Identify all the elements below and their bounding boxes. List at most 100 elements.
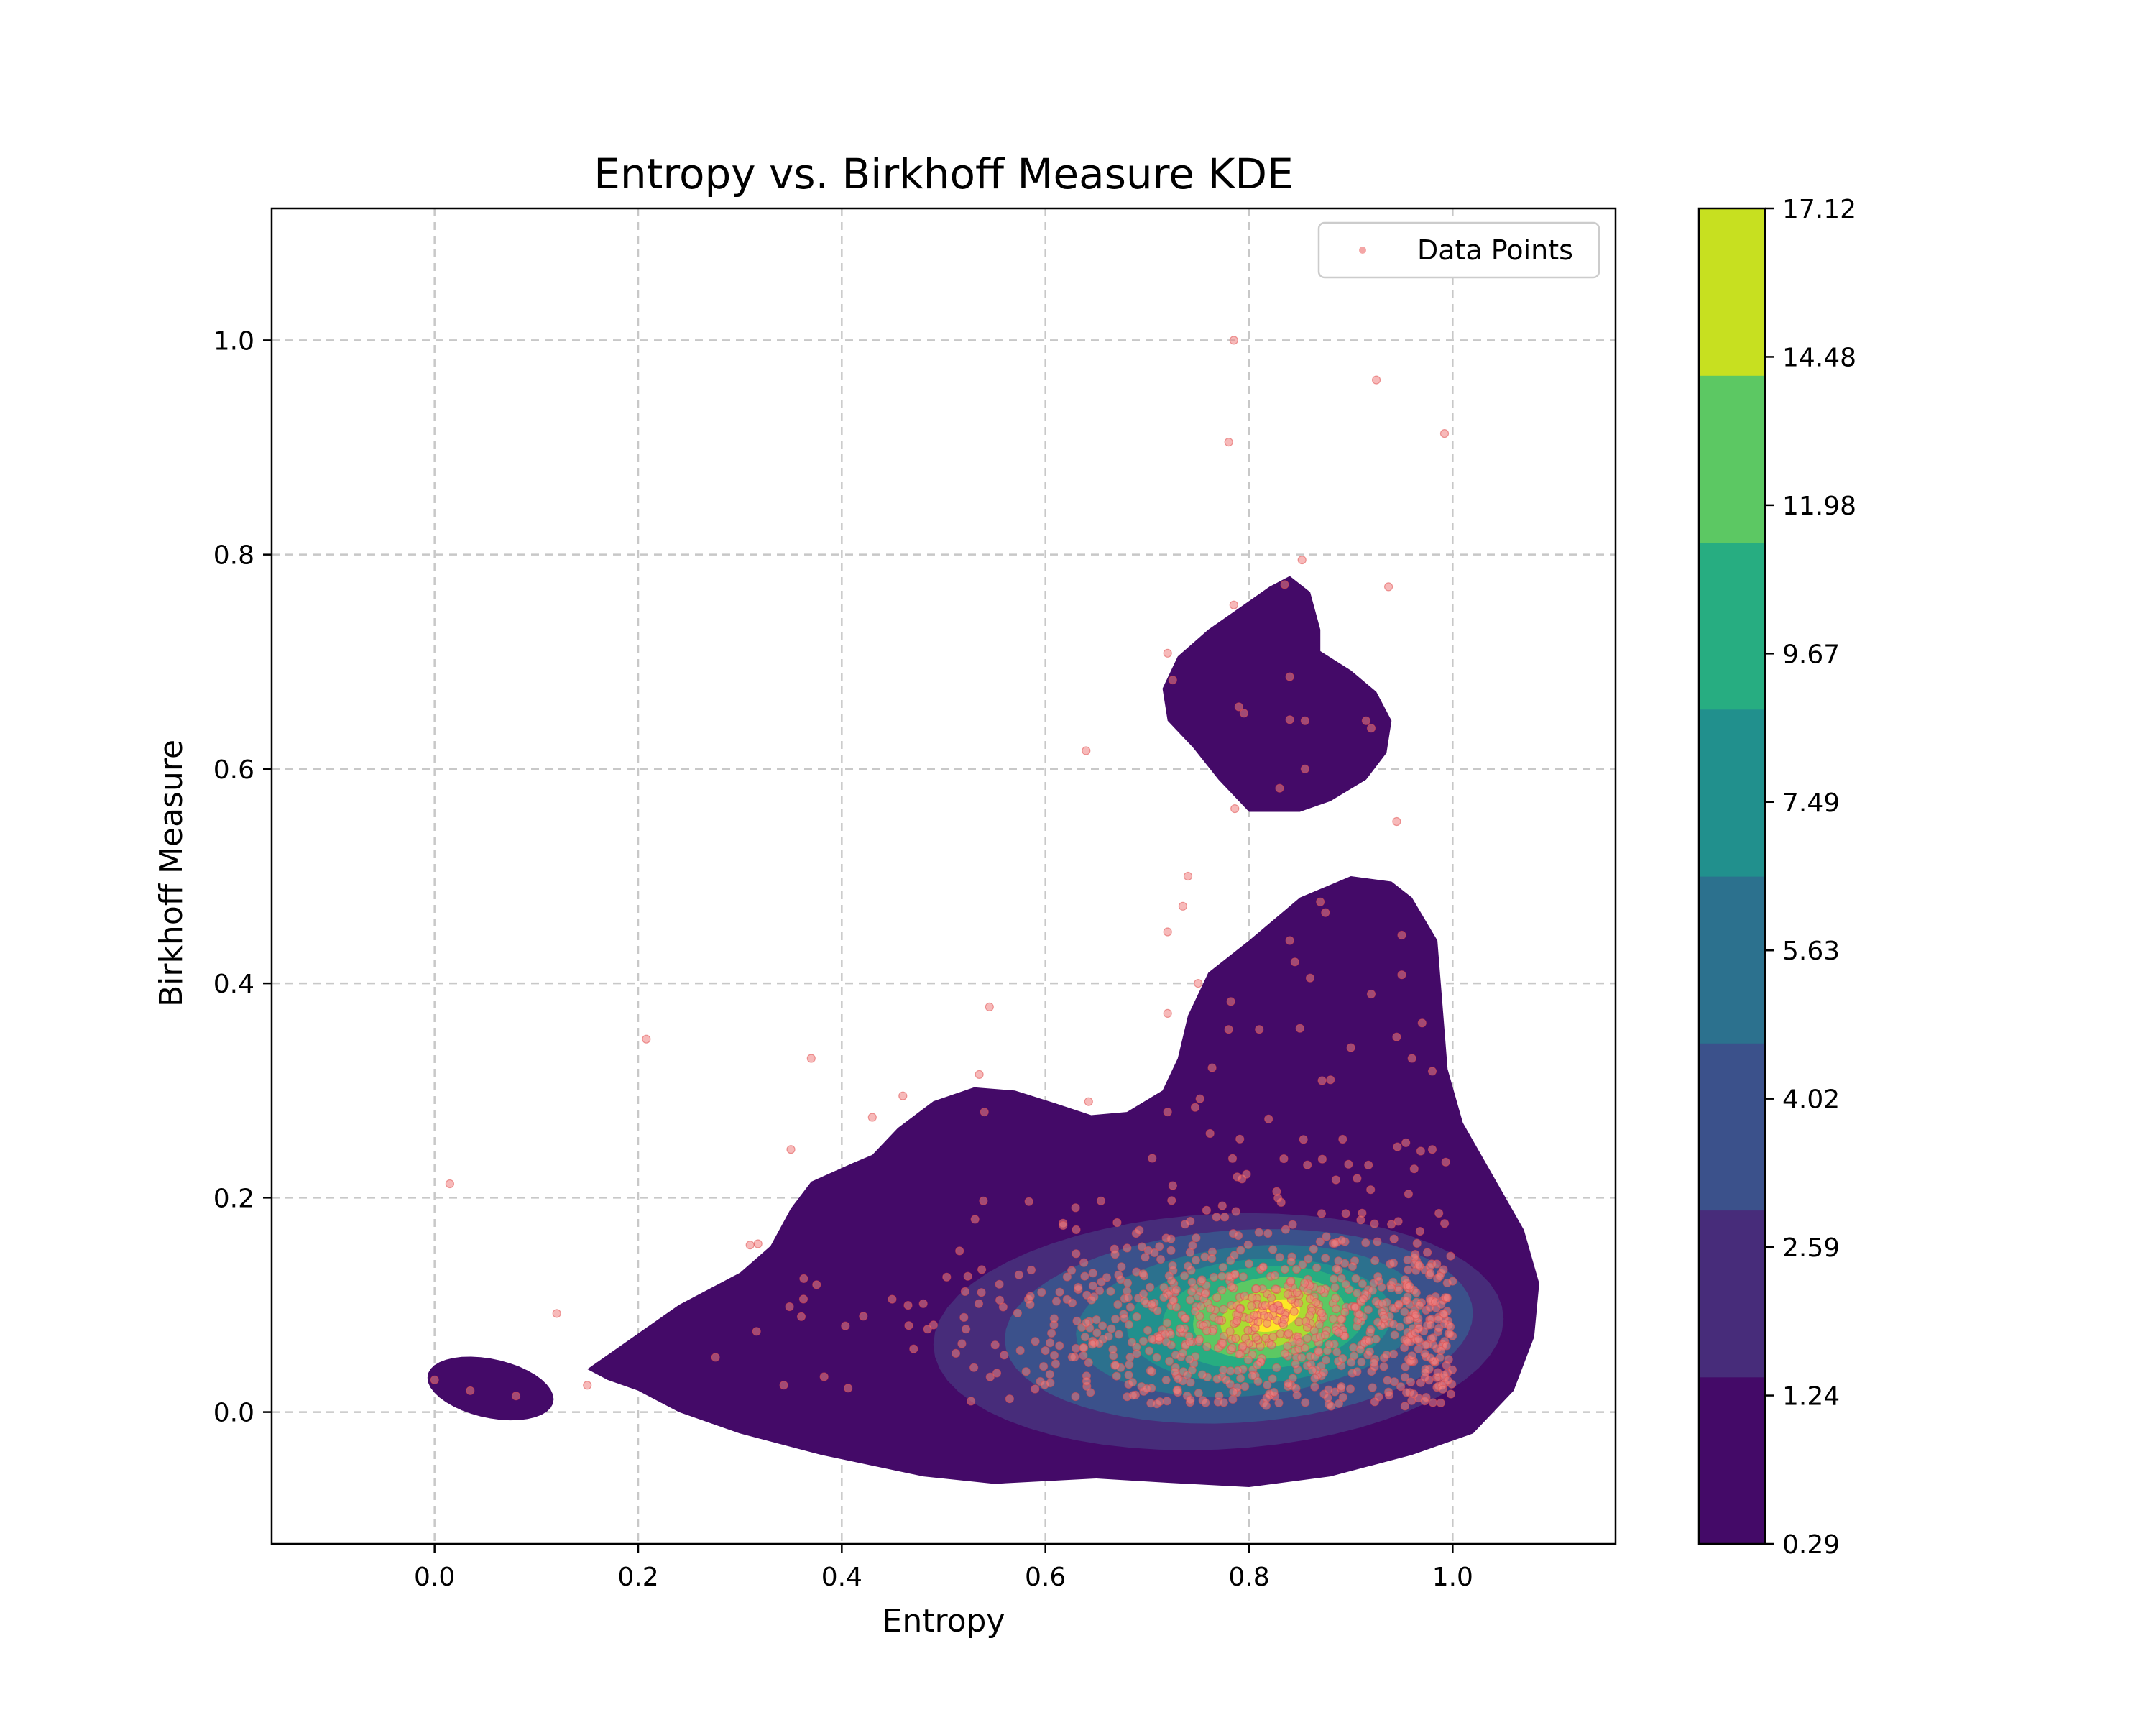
data-point [1412, 1238, 1422, 1248]
data-point [1317, 1076, 1327, 1085]
data-point [1185, 1295, 1195, 1305]
data-point [1215, 1391, 1224, 1401]
data-point [819, 1372, 829, 1381]
data-point [1378, 1299, 1387, 1308]
data-point [1332, 1348, 1342, 1357]
data-point [1269, 1387, 1279, 1397]
data-point [975, 1070, 984, 1080]
data-point [1082, 1318, 1091, 1328]
data-point [1311, 1297, 1321, 1307]
data-point [1072, 1225, 1081, 1235]
colorbar-tick-label: 2.59 [1782, 1233, 1840, 1263]
data-point [1192, 1233, 1201, 1243]
data-point [1420, 1396, 1429, 1406]
data-point [1243, 1325, 1253, 1335]
data-point [1146, 1366, 1155, 1376]
data-point [1447, 1365, 1457, 1374]
chart-title: Entropy vs. Birkhoff Measure KDE [594, 150, 1293, 198]
data-point [1180, 1220, 1190, 1229]
data-point [1155, 1397, 1164, 1407]
data-point [977, 1265, 987, 1274]
data-point [1112, 1218, 1122, 1228]
data-point [1286, 1276, 1296, 1286]
data-point [1107, 1324, 1116, 1333]
data-point [1427, 1145, 1437, 1154]
data-point [1320, 1330, 1330, 1340]
data-point [979, 1196, 988, 1205]
data-point [1224, 1025, 1233, 1034]
data-point [1392, 816, 1401, 827]
y-tick-label: 0.4 [213, 970, 254, 999]
data-point [970, 1215, 980, 1224]
data-point [1045, 1338, 1055, 1348]
data-point [1414, 1260, 1424, 1270]
data-point [1150, 1248, 1159, 1258]
data-point [1123, 1243, 1132, 1253]
data-point [995, 1295, 1005, 1305]
data-point [1205, 1128, 1215, 1138]
data-point [1338, 1353, 1348, 1363]
data-point [1322, 1232, 1331, 1241]
colorbar-segment [1699, 208, 1765, 376]
data-point [1340, 1307, 1350, 1317]
data-point [798, 1294, 808, 1304]
data-point [1441, 1157, 1450, 1167]
data-point [1310, 1374, 1319, 1383]
data-point [1421, 1340, 1430, 1350]
data-point [1268, 1374, 1277, 1384]
data-point [1110, 1315, 1120, 1324]
data-point [1243, 1355, 1253, 1365]
data-point [1300, 764, 1310, 774]
data-point [1299, 1135, 1308, 1144]
data-point [1411, 1328, 1420, 1338]
data-point [1254, 1228, 1263, 1237]
data-point [1024, 1197, 1033, 1206]
data-point [1448, 1276, 1457, 1286]
data-point [1283, 1289, 1293, 1300]
data-point [963, 1271, 972, 1281]
data-point [929, 1320, 939, 1330]
data-point [1190, 1103, 1200, 1112]
data-point [1227, 1154, 1238, 1163]
data-point [903, 1300, 913, 1310]
data-point [959, 1312, 969, 1322]
data-point [1163, 1008, 1172, 1018]
data-point [1434, 1315, 1443, 1324]
data-point [1127, 1338, 1137, 1347]
data-point [1317, 1154, 1327, 1164]
data-point [1178, 901, 1188, 911]
data-point [1345, 1384, 1355, 1394]
data-point [1302, 1333, 1312, 1343]
data-point [1400, 1307, 1409, 1317]
data-point [1284, 1379, 1293, 1389]
data-point [1233, 1172, 1242, 1182]
plot-frame [270, 207, 1617, 1545]
data-point [1082, 1376, 1092, 1386]
data-point [1275, 1253, 1284, 1262]
data-point [867, 1113, 877, 1122]
data-point [1370, 1219, 1379, 1228]
data-point [1332, 1264, 1341, 1274]
data-point [1187, 1287, 1197, 1297]
data-point [1067, 1298, 1077, 1307]
data-point [1395, 1322, 1405, 1332]
data-point [1405, 1315, 1414, 1325]
data-point [1373, 1237, 1382, 1246]
colorbar-segment [1699, 1043, 1765, 1211]
data-point [1120, 1313, 1129, 1322]
data-point [1403, 1338, 1413, 1347]
data-point [1229, 600, 1238, 610]
data-point [1171, 1350, 1181, 1360]
x-tick-label: 0.0 [414, 1563, 455, 1592]
data-point [1124, 1370, 1133, 1380]
data-point [955, 1246, 964, 1256]
data-point [1176, 1324, 1185, 1333]
data-point [1080, 1332, 1090, 1342]
data-point [1088, 1281, 1098, 1291]
data-point [1373, 1317, 1383, 1327]
data-point [1434, 1208, 1444, 1218]
data-point [1209, 1272, 1219, 1282]
data-point [1146, 1282, 1155, 1292]
data-point [1021, 1367, 1031, 1376]
data-point [1316, 897, 1325, 906]
